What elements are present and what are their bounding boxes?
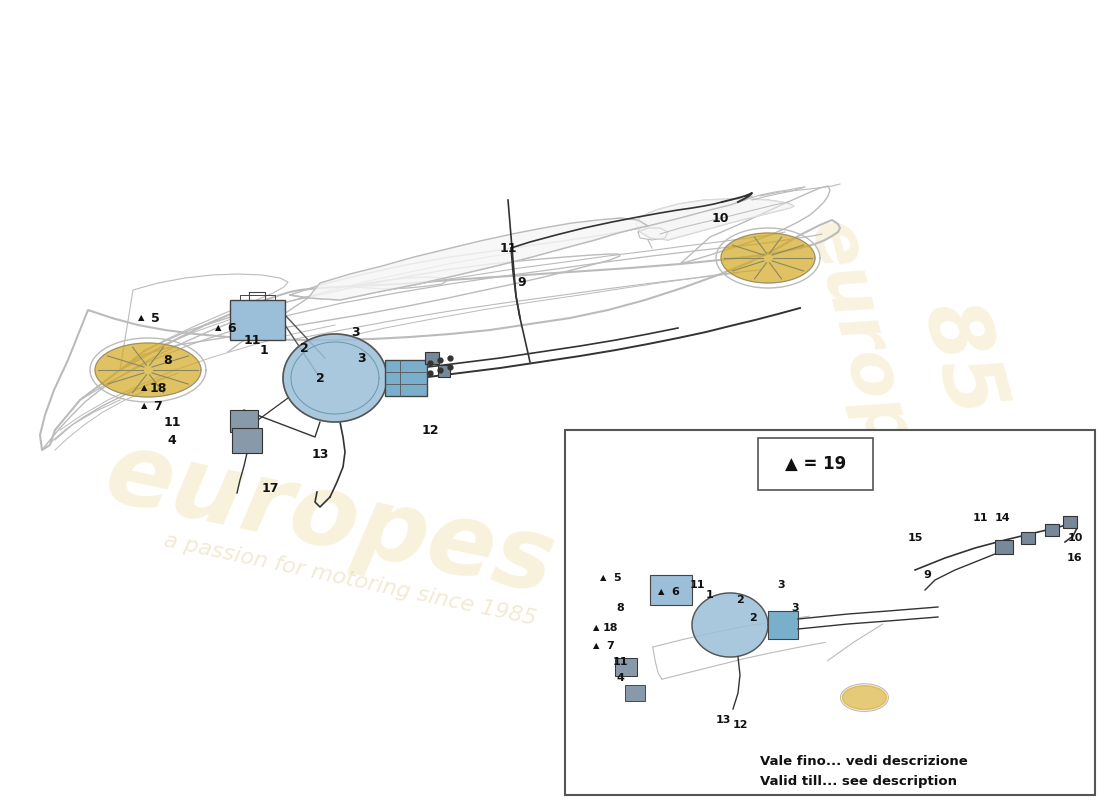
Text: 18: 18 [603, 623, 618, 633]
Text: europes: europes [794, 212, 946, 548]
Text: 3: 3 [791, 603, 799, 613]
Text: 8: 8 [164, 354, 173, 366]
Bar [230, 410, 258, 432]
Text: 12: 12 [733, 720, 748, 730]
Text: 9: 9 [518, 275, 526, 289]
Bar [565, 430, 1094, 795]
Text: 1: 1 [706, 590, 714, 600]
Text: a passion for motoring since 1985: a passion for motoring since 1985 [162, 530, 538, 630]
Text: 11: 11 [243, 334, 261, 346]
Text: 3: 3 [351, 326, 360, 338]
Text: ▲: ▲ [600, 574, 606, 582]
Text: 16: 16 [1067, 553, 1082, 563]
Text: 7: 7 [154, 399, 163, 413]
Polygon shape [636, 199, 794, 240]
Polygon shape [720, 233, 815, 283]
Text: 15: 15 [908, 533, 923, 543]
Text: 10: 10 [1067, 533, 1082, 543]
Text: 4: 4 [167, 434, 176, 446]
Text: 5: 5 [613, 573, 620, 583]
Text: ▲: ▲ [593, 623, 600, 633]
Bar [385, 360, 427, 396]
Bar [1045, 524, 1059, 536]
Bar [1063, 516, 1077, 528]
Bar [230, 300, 285, 340]
Bar [615, 658, 637, 676]
Text: 2: 2 [736, 595, 744, 605]
Text: 4: 4 [616, 673, 624, 683]
Text: 85: 85 [906, 294, 1014, 426]
Text: 1: 1 [260, 343, 268, 357]
Text: ▲: ▲ [593, 642, 600, 650]
Text: 18: 18 [150, 382, 167, 394]
Text: ▲: ▲ [141, 383, 147, 393]
Polygon shape [843, 686, 887, 710]
Polygon shape [692, 593, 768, 657]
Bar [650, 575, 692, 605]
Text: ▲ = 19: ▲ = 19 [785, 455, 846, 473]
Text: 7: 7 [606, 641, 614, 651]
Bar [768, 611, 798, 639]
Text: 11: 11 [499, 242, 517, 254]
Text: 2: 2 [749, 613, 757, 623]
Text: 12: 12 [421, 423, 439, 437]
Text: Valid till... see description: Valid till... see description [760, 775, 957, 788]
Polygon shape [308, 218, 648, 300]
Bar [438, 365, 450, 377]
Bar [1021, 532, 1035, 544]
Bar [996, 540, 1013, 554]
Text: 11: 11 [613, 657, 628, 667]
Text: 5: 5 [151, 311, 160, 325]
Text: 13: 13 [715, 715, 730, 725]
Text: 14: 14 [996, 513, 1011, 523]
Text: 8: 8 [616, 603, 624, 613]
Text: 17: 17 [262, 482, 278, 494]
Polygon shape [283, 334, 387, 422]
Text: Vale fino... vedi descrizione: Vale fino... vedi descrizione [760, 755, 968, 768]
Text: 3: 3 [358, 351, 366, 365]
Text: 11: 11 [163, 415, 180, 429]
Text: 3: 3 [778, 580, 784, 590]
Text: ▲: ▲ [658, 587, 664, 597]
Bar [425, 352, 439, 364]
Text: 9: 9 [923, 570, 931, 580]
Text: 11: 11 [972, 513, 988, 523]
Bar [625, 685, 645, 701]
Polygon shape [95, 343, 201, 397]
Text: 2: 2 [299, 342, 308, 354]
Text: 10: 10 [712, 211, 728, 225]
Text: 6: 6 [228, 322, 236, 334]
Text: 13: 13 [311, 449, 329, 462]
Text: ▲: ▲ [141, 402, 147, 410]
Text: ▲: ▲ [214, 323, 221, 333]
Text: 2: 2 [316, 371, 324, 385]
Text: europes: europes [97, 425, 563, 615]
Text: 11: 11 [690, 580, 705, 590]
Bar [232, 428, 262, 453]
Bar [758, 438, 873, 490]
Text: ▲: ▲ [138, 314, 144, 322]
Text: 6: 6 [671, 587, 679, 597]
